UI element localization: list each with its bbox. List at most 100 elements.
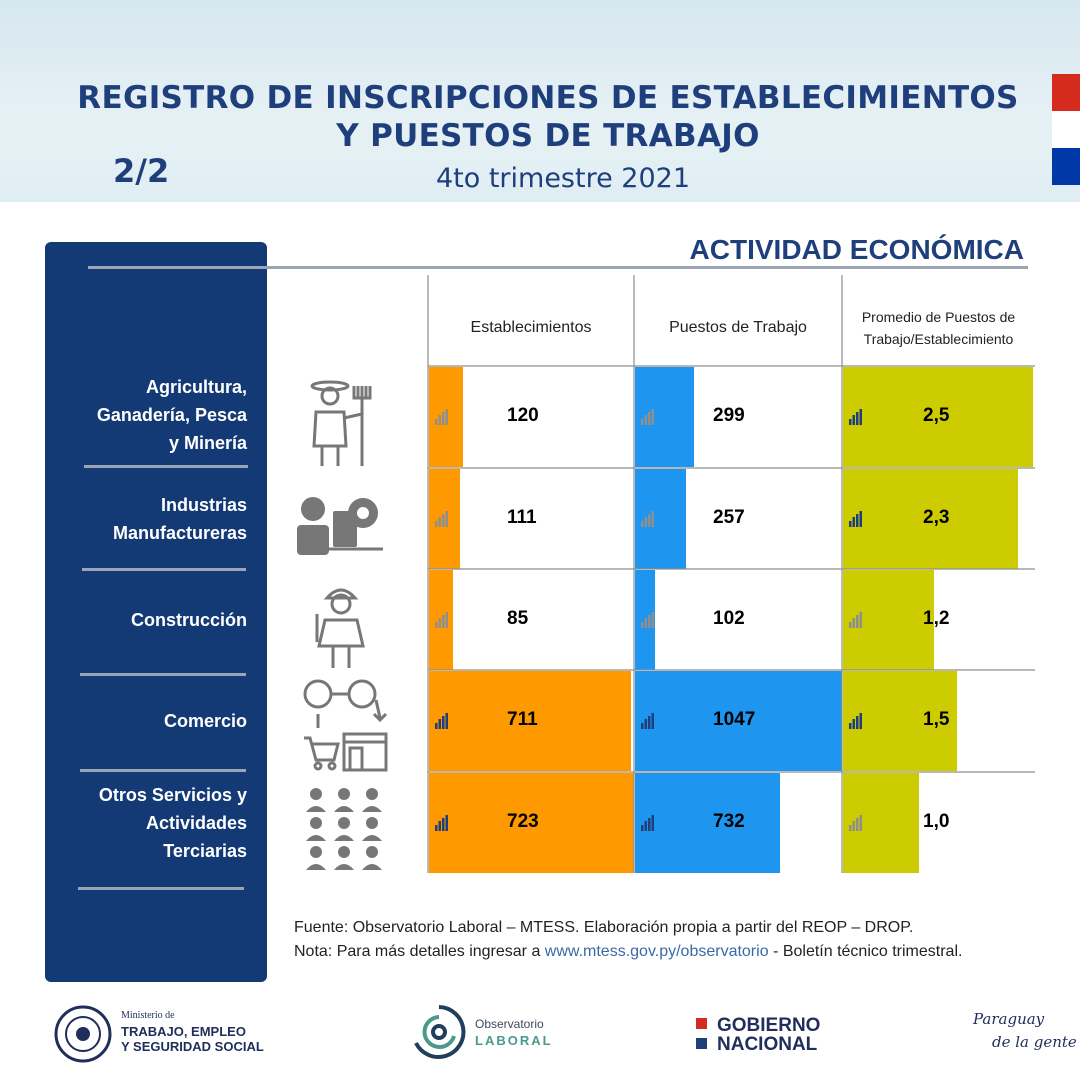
signal-bars-icon [435, 713, 449, 729]
commerce-icon [303, 679, 388, 772]
sector-separator [80, 769, 246, 772]
paraguay-slogan-line1: Paraguay [973, 1010, 1045, 1028]
cell-value: 102 [713, 608, 745, 629]
signal-bars-icon [435, 409, 449, 425]
signal-bars-icon [641, 612, 655, 628]
value-bar [635, 671, 842, 771]
section-title-underline [88, 266, 1028, 269]
signal-bars-icon [435, 815, 449, 831]
sector-label-line: Ganadería, Pesca [96, 405, 247, 425]
cell-value: 2,3 [923, 507, 950, 528]
table-cell: 2,3 [843, 469, 1033, 569]
signal-bars-icon [435, 511, 449, 527]
column-header-text: Establecimientos [471, 316, 592, 340]
sector-label-line: Comercio [163, 711, 247, 731]
footer-note-suffix: - Boletín técnico trimestral. [768, 943, 963, 960]
column-header-text: Promedio de Puestos de Trabajo/Establecim… [862, 306, 1015, 350]
people-group-icon [306, 788, 382, 870]
table-cell: 723 [429, 773, 634, 873]
industry-worker-icon [297, 497, 383, 555]
sector-label-line: Agricultura, [145, 377, 247, 397]
cell-value: 1047 [713, 709, 756, 730]
observatorio-link[interactable]: www.mtess.gov.py/observatorio [544, 943, 769, 960]
sector-label-line: Otros Servicios y [98, 785, 247, 805]
signal-bars-icon [641, 713, 655, 729]
flag-red-stripe [1052, 74, 1080, 111]
ministry-label: Ministerio de [121, 1010, 175, 1021]
observatorio-label-line2: LABORAL [475, 1033, 553, 1048]
sector-label: Industrias Manufactureras [55, 491, 247, 547]
sector-panel [45, 242, 267, 982]
value-bar [843, 773, 919, 873]
footer-source: Fuente: Observatorio Laboral – MTESS. El… [294, 919, 914, 936]
table-cell: 732 [635, 773, 842, 873]
column-header-line: Puestos de Trabajo [669, 319, 807, 336]
column-header-line: Establecimientos [470, 319, 592, 336]
column-header: Establecimientos [428, 297, 634, 359]
sector-separator [80, 673, 246, 676]
table-cell: 711 [429, 671, 634, 771]
column-header: Puestos de Trabajo [634, 297, 842, 359]
sector-label-line: Terciarias [163, 841, 247, 861]
page-title-line2: Y PUESTOS DE TRABAJO [336, 118, 760, 154]
cell-value: 120 [507, 405, 539, 426]
cell-value: 723 [507, 811, 539, 832]
value-bar [429, 469, 461, 569]
table-cell: 2,5 [843, 367, 1033, 467]
gobierno-blue-square [696, 1038, 707, 1049]
cell-value: 111 [507, 507, 537, 528]
observatorio-label-line1: Observatorio [475, 1017, 544, 1031]
column-header: Promedio de Puestos de Trabajo/Establecim… [842, 297, 1035, 359]
sector-label-line: Industrias [160, 495, 247, 515]
paraguay-slogan-line2: de la gente [992, 1033, 1077, 1051]
value-bar [843, 367, 1033, 467]
sector-label: Construcción [55, 606, 247, 634]
sector-label-line: Construcción [130, 610, 247, 630]
table-cell: 111 [429, 469, 634, 569]
flag-white-stripe [1052, 111, 1080, 148]
signal-bars-icon [849, 409, 863, 425]
farmer-icon [310, 380, 372, 466]
cell-value: 2,5 [923, 405, 950, 426]
signal-bars-icon [641, 815, 655, 831]
sector-label: Comercio [55, 707, 247, 735]
sector-label-line: Manufactureras [112, 523, 247, 543]
observatorio-logo [414, 1005, 466, 1059]
sector-separator [78, 887, 244, 890]
ministry-name-line2: Y SEGURIDAD SOCIAL [121, 1039, 264, 1054]
value-bar [429, 570, 454, 670]
footer-note: Nota: Para más detalles ingresar a www.m… [294, 943, 962, 961]
sector-label: Agricultura, Ganadería, Pesca y Minería [55, 373, 247, 457]
value-bar [429, 773, 634, 873]
signal-bars-icon [849, 612, 863, 628]
footer-note-prefix: Nota: Para más detalles ingresar a [294, 943, 545, 960]
value-bar [429, 671, 631, 771]
sector-separator [82, 568, 246, 571]
sector-separator [84, 465, 248, 468]
signal-bars-icon [641, 409, 655, 425]
gobierno-red-square [696, 1018, 707, 1029]
sector-label: Otros Servicios y Actividades Terciarias [55, 781, 247, 865]
value-bar [843, 469, 1018, 569]
cell-value: 732 [713, 811, 745, 832]
table-cell: 299 [635, 367, 842, 467]
ministry-name-line1: TRABAJO, EMPLEO [121, 1024, 246, 1039]
page-subtitle: 4to trimestre 2021 [435, 163, 691, 194]
signal-bars-icon [435, 612, 449, 628]
gobierno-label-line1: GOBIERNO [717, 1015, 821, 1036]
cell-value: 299 [713, 405, 745, 426]
cell-value: 85 [507, 608, 529, 629]
value-bar [635, 469, 686, 569]
column-header-text: Puestos de Trabajo [669, 316, 807, 340]
signal-bars-icon [849, 511, 863, 527]
sector-label-line: Actividades [145, 813, 247, 833]
table-cell: 1,5 [843, 671, 1033, 771]
table-cell: 102 [635, 570, 842, 670]
section-title: ACTIVIDAD ECONÓMICA [689, 234, 1024, 265]
gobierno-label-line2: NACIONAL [717, 1034, 818, 1055]
cell-value: 1,0 [923, 811, 950, 832]
table-cell: 1047 [635, 671, 842, 771]
cell-value: 711 [507, 709, 538, 730]
cell-value: 257 [713, 507, 745, 528]
value-bar [635, 773, 780, 873]
